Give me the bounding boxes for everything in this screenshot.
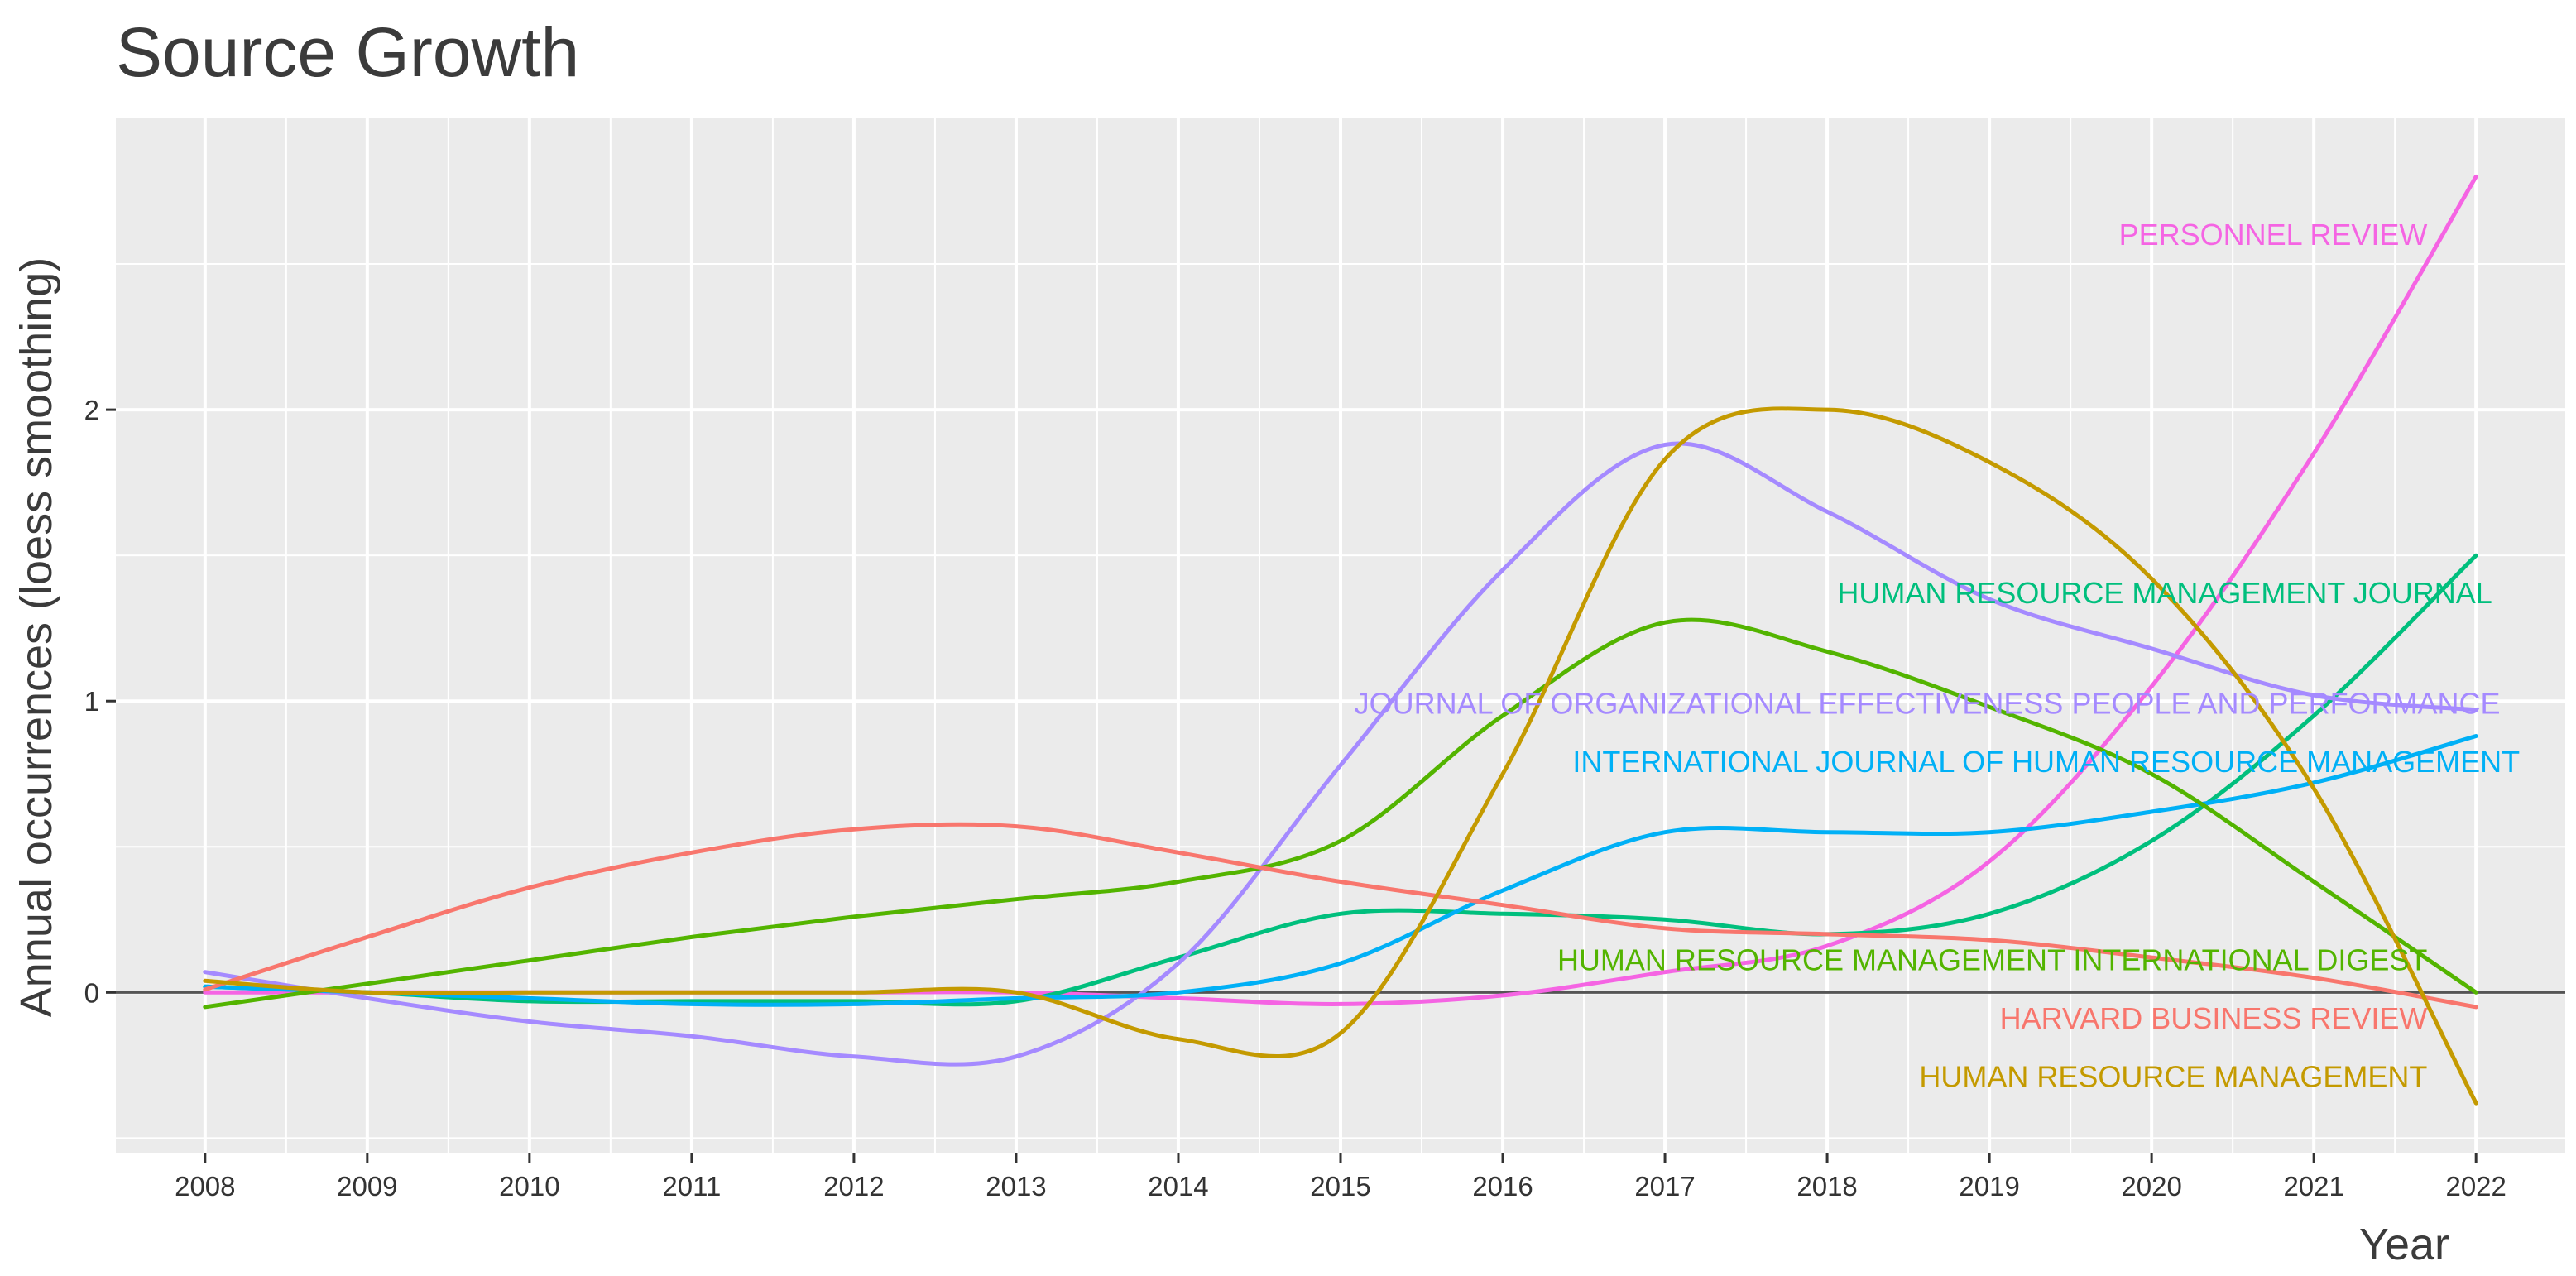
series-line-international-journal-of-human-resource-management xyxy=(203,734,2478,1007)
x-tick-label: 2019 xyxy=(1959,1171,2019,1202)
chart-title: Source Growth xyxy=(116,13,579,91)
x-tick-label: 2010 xyxy=(499,1171,559,1202)
x-tick-label: 2011 xyxy=(662,1171,721,1202)
x-tick-label: 2016 xyxy=(1472,1171,1533,1202)
series-line-human-resource-management-international-digest xyxy=(203,617,2478,1010)
series-label-harvard-business-review: HARVARD BUSINESS REVIEW xyxy=(2000,1001,2428,1035)
series-line-harvard-business-review xyxy=(203,822,2478,1010)
y-tick-label: 2 xyxy=(84,395,99,425)
y-tick-label: 0 xyxy=(84,977,99,1008)
minor-gridlines xyxy=(116,118,2565,1153)
series-label-human-resource-management-journal: HUMAN RESOURCE MANAGEMENT JOURNAL xyxy=(1837,576,2492,610)
x-tick-label: 2018 xyxy=(1796,1171,1857,1202)
series-label-human-resource-management-international-digest: HUMAN RESOURCE MANAGEMENT INTERNATIONAL … xyxy=(1557,943,2427,977)
y-axis-title: Annual occurrences (loess smoothing) xyxy=(12,257,61,1017)
x-tick-label: 2012 xyxy=(823,1171,884,1202)
x-tick-label: 2017 xyxy=(1634,1171,1695,1202)
y-tick-label: 1 xyxy=(84,686,99,717)
x-tick-label: 2015 xyxy=(1310,1171,1370,1202)
series-lines xyxy=(203,174,2478,1106)
series-labels: PERSONNEL REVIEW HUMAN RESOURCE MANAGEMEN… xyxy=(1355,218,2520,1094)
x-tick-label: 2008 xyxy=(175,1171,235,1202)
x-tick-label: 2013 xyxy=(986,1171,1046,1202)
x-tick-label: 2021 xyxy=(2283,1171,2343,1202)
series-line-journal-of-organizational-effectiveness-people-and-performance xyxy=(203,441,2478,1067)
major-gridlines xyxy=(116,118,2565,1153)
series-label-international-journal-of-human-resource-management: INTERNATIONAL JOURNAL OF HUMAN RESOURCE … xyxy=(1572,745,2520,779)
series-label-journal-of-organizational-effectiveness-people-and-performance: JOURNAL OF ORGANIZATIONAL EFFECTIVENESS … xyxy=(1355,687,2501,721)
x-axis: 2008 2009 2010 2011 2012 2013 2014 2015 2016 2017… xyxy=(175,1153,2506,1202)
x-tick-label: 2020 xyxy=(2121,1171,2181,1202)
y-axis: 0 1 2 xyxy=(84,395,116,1008)
series-label-human-resource-management: HUMAN RESOURCE MANAGEMENT xyxy=(1919,1059,2427,1093)
x-tick-label: 2022 xyxy=(2445,1171,2506,1202)
x-tick-label: 2014 xyxy=(1148,1171,1208,1202)
x-axis-title: Year xyxy=(2359,1220,2449,1269)
series-line-human-resource-management xyxy=(203,406,2478,1106)
series-label-personnel-review: PERSONNEL REVIEW xyxy=(2119,218,2428,252)
x-tick-label: 2009 xyxy=(337,1171,397,1202)
